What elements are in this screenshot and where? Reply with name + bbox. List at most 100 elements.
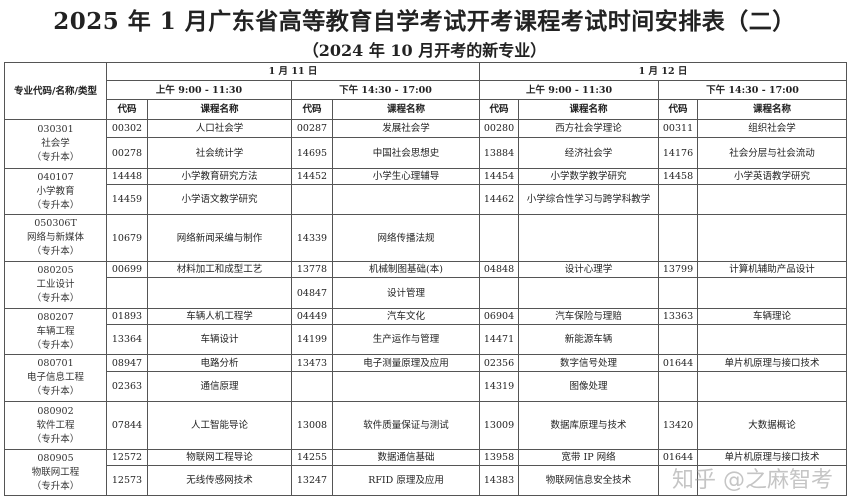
- course-name: 小学教育研究方法: [147, 168, 292, 185]
- major-name: 工业设计: [36, 279, 75, 290]
- page-title: 2025 年 1 月广东省高等教育自学考试开考课程考试时间安排表（二）: [53, 8, 796, 35]
- course-name: 小学语文教学研究: [147, 184, 292, 215]
- course-code: 13958: [479, 449, 520, 466]
- course-name: RFID 原理及应用: [331, 465, 481, 496]
- course-name: 中国社会思想史: [331, 137, 481, 169]
- course-name: [331, 371, 481, 402]
- major-code: 080205: [37, 265, 74, 276]
- course-code: 13363: [658, 308, 699, 325]
- major-name: 小学教育: [36, 185, 75, 197]
- day-header: 1 月 11 日: [105, 62, 481, 81]
- course-code: 00287: [291, 119, 333, 138]
- course-name: 人工智能导论: [147, 401, 292, 450]
- course-code: 02356: [479, 354, 520, 372]
- course-code: 01644: [658, 354, 699, 372]
- course-name: 小学数学教学研究: [518, 168, 660, 185]
- course-name: 电路分析: [147, 354, 292, 372]
- course-name-header: 课程名称: [518, 99, 660, 120]
- course-name-header: 课程名称: [697, 99, 848, 120]
- table-row: 02363 通信原理 14319 图像处理: [5, 371, 848, 402]
- course-name: 物联网信息安全技术: [518, 465, 660, 496]
- course-name: 设计管理: [331, 277, 481, 309]
- course-name: 宽带 IP 网络: [518, 449, 660, 466]
- code-header: 代码: [479, 99, 520, 120]
- course-code: 14454: [479, 168, 520, 185]
- course-name: 单片机原理与接口技术: [697, 354, 848, 372]
- major-type: （专升本）: [31, 339, 80, 351]
- course-name: 车辆人机工程学: [147, 308, 292, 325]
- table-row: 12573 无线传感网技术 13247 RFID 原理及应用 14383 物联网信息安全技…: [5, 465, 848, 496]
- course-name: 机械制图基础(本): [331, 261, 481, 278]
- course-code: 04848: [479, 261, 520, 278]
- major-code: 080905: [37, 452, 74, 464]
- course-code: 14255: [291, 449, 333, 466]
- course-code: [291, 184, 333, 215]
- major-code: 080902: [37, 405, 74, 417]
- course-code: [479, 214, 520, 262]
- course-name: [147, 277, 292, 309]
- table-row: 080902 软件工程 （专升本） 07844 人工智能导论 13008 软件质量保证与测试…: [4, 401, 848, 450]
- session-header: 下午 14:30 - 17:00: [290, 80, 481, 100]
- course-name: 发展社会学: [331, 119, 481, 138]
- code-header: 代码: [658, 99, 699, 120]
- course-code: [106, 277, 148, 309]
- course-name: 通信原理: [147, 371, 292, 402]
- course-code: [658, 324, 699, 355]
- course-name: [697, 184, 848, 215]
- code-header: 代码: [106, 99, 148, 120]
- course-name: [697, 371, 848, 402]
- course-name-header: 课程名称: [147, 99, 292, 120]
- course-name: 人口社会学: [147, 119, 292, 138]
- major-cell: 080205 工业设计 （专升本）: [4, 261, 107, 309]
- major-code: 050306T: [34, 218, 77, 229]
- course-name: 网络新闻采编与制作: [147, 214, 292, 262]
- course-name: 设计心理学: [518, 261, 660, 278]
- course-name: 车辆理论: [697, 308, 848, 325]
- course-code: 13008: [291, 401, 333, 450]
- major-cell: 030301 社会学 （专升本）: [4, 119, 107, 169]
- course-name: 生产运作与管理: [331, 324, 481, 355]
- course-code: 14176: [658, 137, 699, 169]
- course-name: 图像处理: [518, 371, 660, 402]
- table-row: 14459 小学语文教学研究 14462 小学综合性学习与跨学科教学: [5, 184, 848, 215]
- major-cell: 080207 车辆工程 （专升本）: [4, 308, 107, 355]
- course-name: 计算机辅助产品设计: [697, 261, 848, 278]
- course-name: 网络传播法规: [331, 214, 481, 262]
- course-code: [658, 277, 699, 309]
- major-name: 物联网工程: [31, 466, 80, 478]
- course-name: 数字信号处理: [518, 354, 660, 372]
- course-code: [291, 371, 333, 402]
- course-name: 单片机原理与接口技术: [697, 449, 848, 466]
- course-code: 13473: [291, 354, 333, 372]
- course-code: 00311: [658, 119, 699, 138]
- course-code: 08947: [106, 354, 148, 372]
- course-name: 汽车文化: [331, 308, 481, 325]
- course-name: 电子测量原理及应用: [331, 354, 481, 372]
- course-code: 00278: [106, 137, 148, 169]
- course-code: 04847: [291, 277, 333, 309]
- code-header: 代码: [291, 99, 333, 120]
- table-row: 00278 社会统计学 14695 中国社会思想史 13884 经济社会学 14176 社会分…: [5, 137, 848, 169]
- major-column-header: 专业代码/名称/类型: [4, 62, 107, 120]
- course-name: 小学生心理辅导: [331, 168, 481, 185]
- course-name: 软件质量保证与测试: [331, 401, 481, 450]
- major-type: （专升本）: [31, 152, 80, 163]
- table-row: 13364 车辆设计 14199 生产运作与管理 14471 新能源车辆: [5, 324, 848, 355]
- major-cell: 080701 电子信息工程 （专升本）: [4, 354, 107, 402]
- course-code: [479, 277, 520, 309]
- course-code: 00302: [106, 119, 148, 138]
- table-row: 040107 小学教育 （专升本） 14448 小学教育研究方法 14452 小学生心理辅导…: [4, 168, 848, 215]
- course-name: 数据通信基础: [331, 449, 481, 466]
- course-name: 西方社会学理论: [518, 119, 660, 138]
- course-name: 社会统计学: [147, 137, 292, 169]
- course-code: 14462: [479, 184, 520, 215]
- course-code: 13884: [479, 137, 520, 169]
- session-header: 上午 9:00 - 11:30: [106, 80, 292, 100]
- course-name: 新能源车辆: [518, 324, 660, 355]
- course-name: 小学综合性学习与跨学科教学: [518, 184, 660, 215]
- course-code: 14319: [479, 371, 520, 402]
- course-code: 14339: [291, 214, 333, 262]
- major-cell: 080902 软件工程 （专升本）: [4, 401, 107, 450]
- exam-schedule-table: 专业代码/名称/类型 1 月 11 日 1 月 12 日 上午 9:00 - 1…: [4, 62, 848, 496]
- course-code: 13247: [291, 465, 333, 496]
